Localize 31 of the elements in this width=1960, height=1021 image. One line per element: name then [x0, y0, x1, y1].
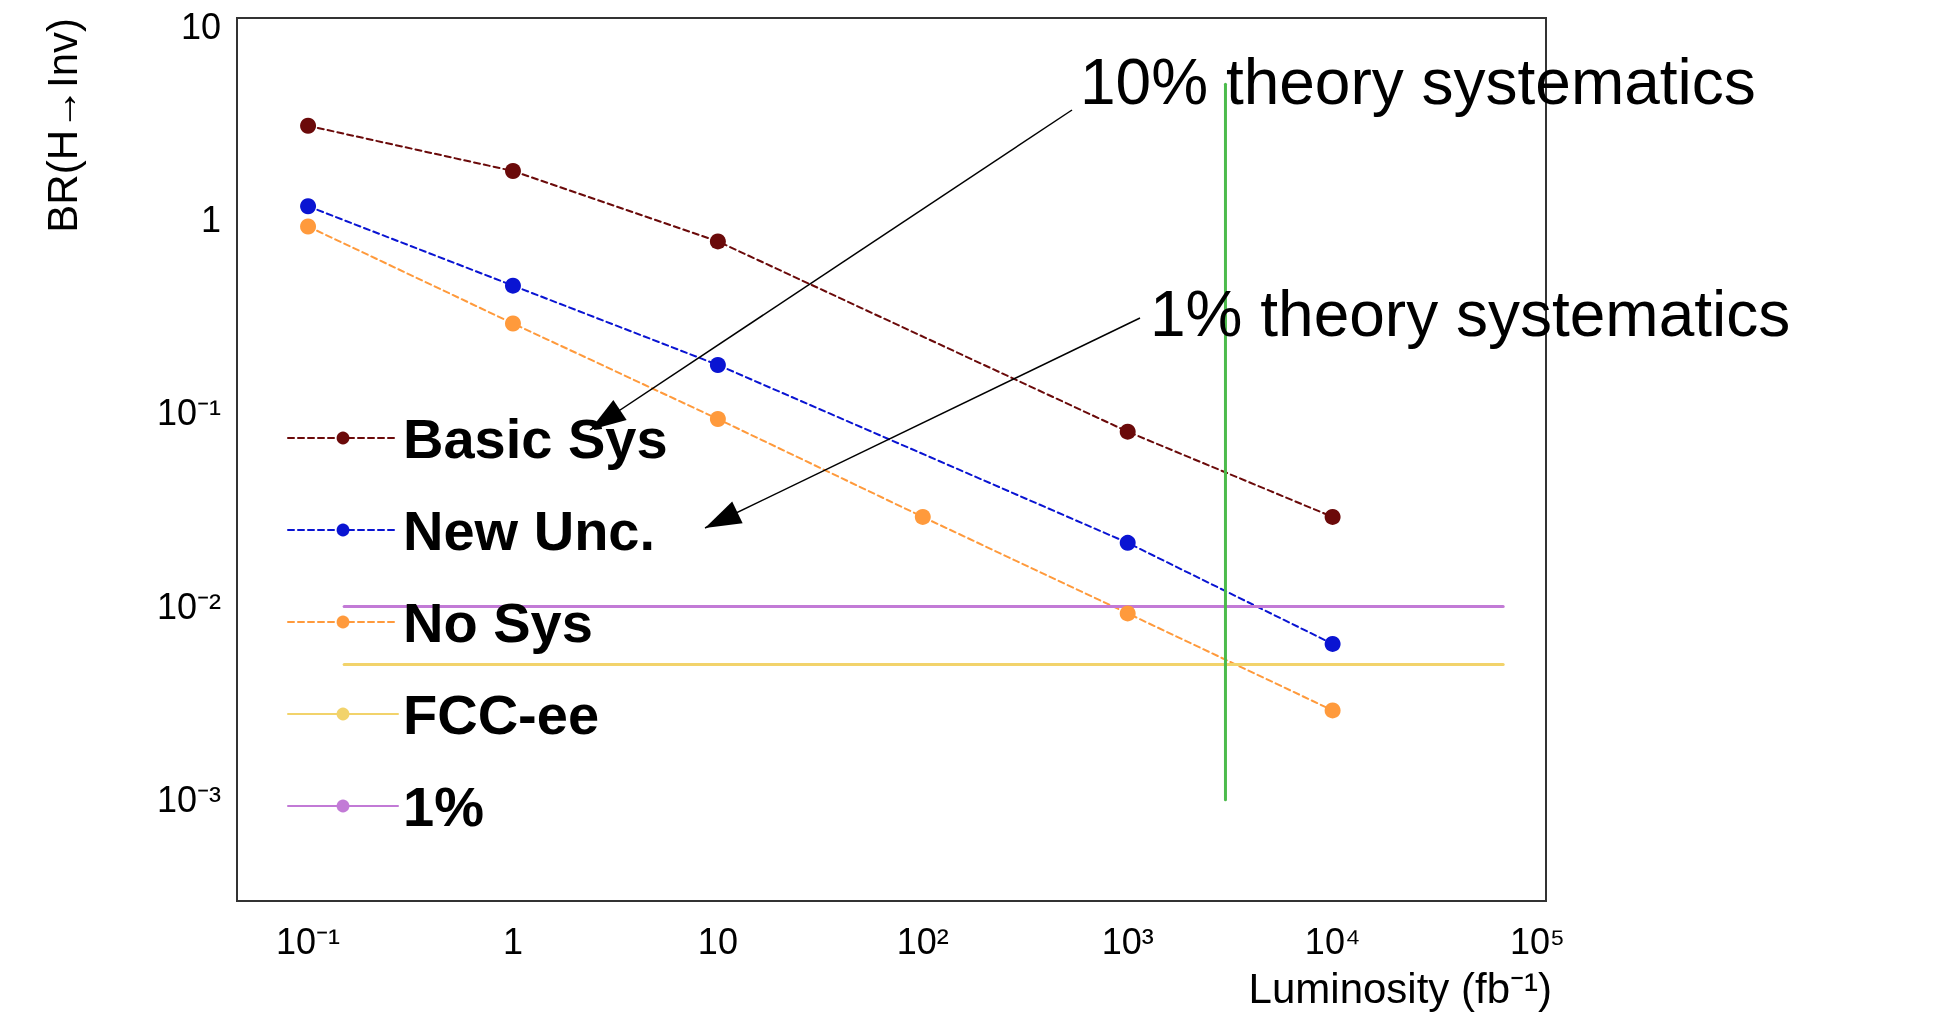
legend-label: 1%: [403, 774, 484, 838]
legend-label: FCC-ee: [403, 682, 600, 746]
y-tick-label: 10⁻³: [156, 779, 222, 821]
y-tick-label: 10⁻¹: [156, 392, 222, 434]
point: [504, 315, 521, 332]
y-tick-label: 1: [200, 198, 221, 240]
x-tick-label: 10²: [896, 920, 949, 962]
legend-label: No Sys: [403, 590, 593, 654]
point: [300, 198, 317, 215]
y-tick-label: 10⁻²: [156, 585, 222, 627]
x-tick-label: 10³: [1101, 920, 1154, 962]
x-tick-label: 10⁵: [1510, 920, 1565, 962]
x-tick-label: 10⁴: [1304, 920, 1361, 962]
legend-label: New Unc.: [403, 498, 656, 562]
point: [709, 356, 726, 373]
point: [1324, 702, 1341, 719]
x-tick-label: 1: [502, 920, 523, 962]
y-tick-label: 10: [180, 5, 221, 47]
point: [1119, 605, 1136, 622]
point: [709, 233, 726, 250]
point: [504, 277, 521, 294]
legend-label: Basic Sys: [403, 406, 668, 470]
y-axis-title: BR(H→Inv): [38, 18, 86, 233]
x-tick-label: 10⁻¹: [276, 920, 341, 962]
point: [504, 163, 521, 180]
x-tick-label: 10: [697, 920, 738, 962]
point: [300, 117, 317, 134]
point: [914, 508, 931, 525]
point: [300, 218, 317, 235]
x-axis-title: Luminosity (fb⁻¹): [1248, 964, 1552, 1012]
point: [709, 411, 726, 428]
